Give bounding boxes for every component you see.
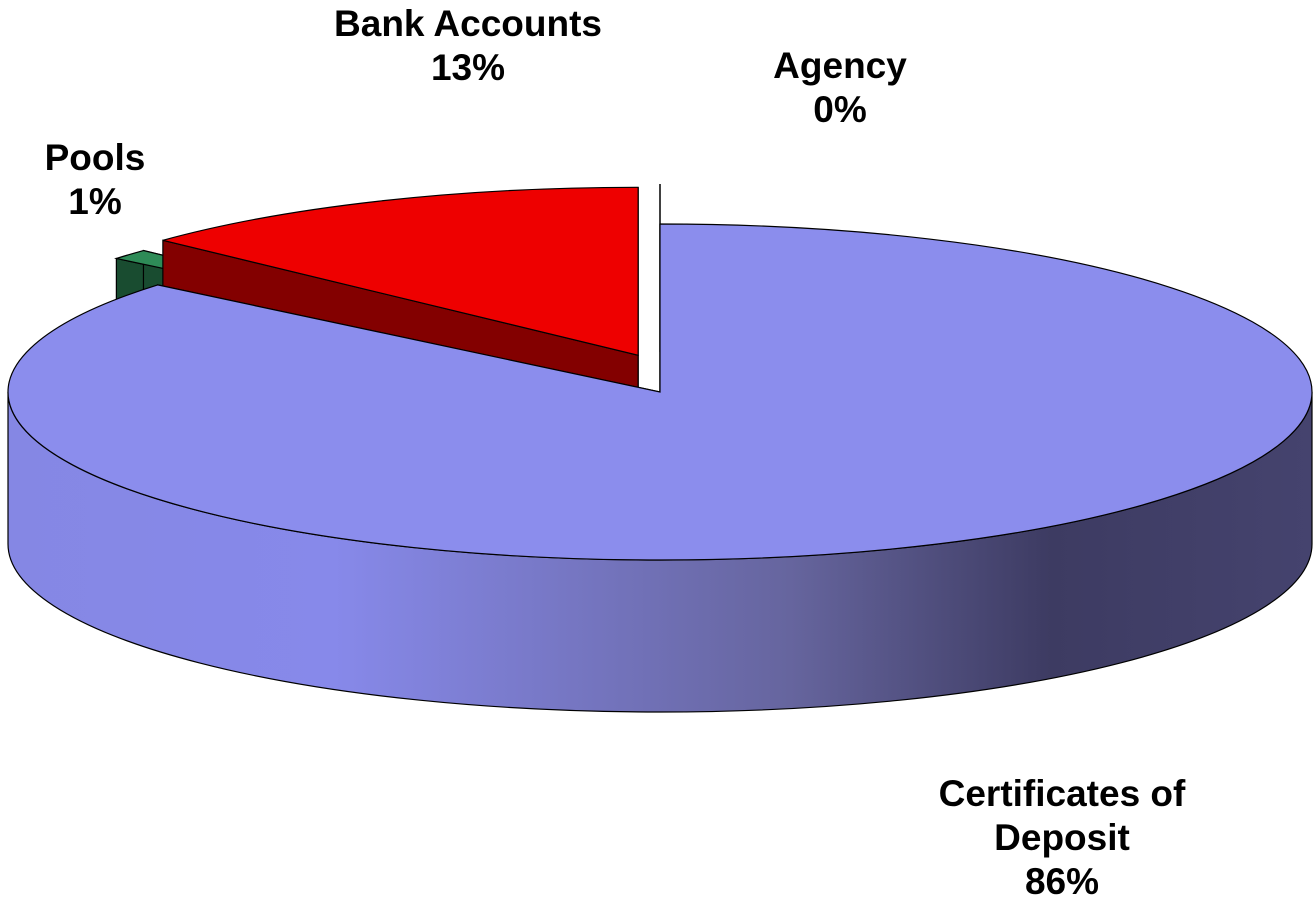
slice-label: Certificates of Deposit 86%: [912, 772, 1212, 904]
slice-label: Agency 0%: [720, 44, 960, 132]
value-label: 1%: [68, 181, 122, 222]
value-label: 13%: [430, 47, 506, 88]
slice-label: Bank Accounts 13%: [288, 2, 648, 90]
category-name: Certificates of Deposit: [938, 773, 1186, 858]
category-name: Bank Accounts: [334, 3, 602, 44]
category-name: Pools: [44, 137, 146, 178]
slice-label: Pools 1%: [0, 136, 215, 224]
value-label: 86%: [1024, 861, 1100, 902]
slice: [162, 186, 639, 357]
slice: [7, 223, 1313, 561]
value-label: 0%: [813, 89, 867, 130]
category-name: Agency: [773, 45, 907, 86]
